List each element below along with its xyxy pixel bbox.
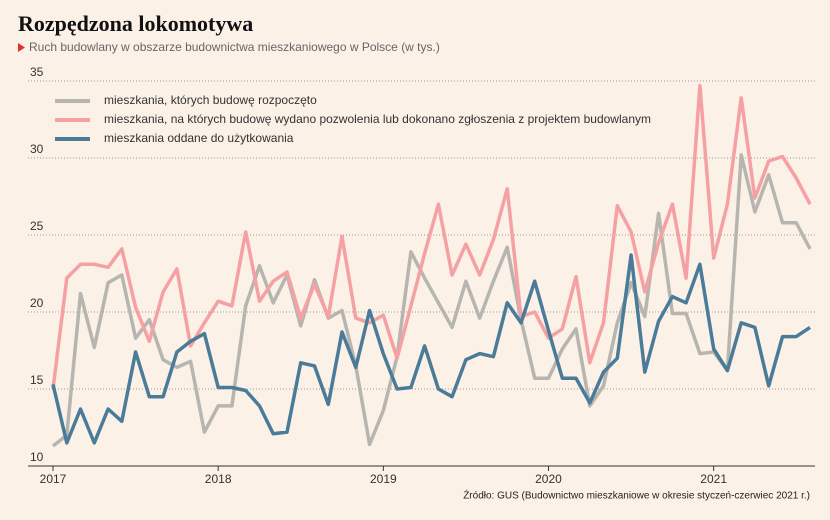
y-tick-label: 15 <box>30 373 44 387</box>
x-tick-label: 2021 <box>700 472 727 486</box>
x-tick-label: 2019 <box>370 472 397 486</box>
chart-subtitle: Ruch budowlany w obszarze budownictwa mi… <box>29 40 440 54</box>
y-tick-label: 20 <box>30 296 44 310</box>
legend-label: mieszkania, na których budowę wydano poz… <box>104 112 651 126</box>
series-line <box>51 153 812 448</box>
x-tick-label: 2020 <box>535 472 562 486</box>
y-tick-label: 35 <box>30 65 44 79</box>
y-tick-label: 25 <box>30 219 44 233</box>
y-tick-label: 30 <box>30 142 44 156</box>
source: Źródło: GUS (Budownictwo mieszkaniowe w … <box>463 489 810 502</box>
legend-label: mieszkania oddane do użytkowania <box>104 131 294 145</box>
chart-title: Rozpędzona lokomotywa <box>18 11 253 36</box>
legend-label: mieszkania, których budowę rozpoczęto <box>104 93 317 107</box>
series-line <box>51 83 812 390</box>
series-line <box>51 253 811 445</box>
subtitle-marker <box>18 43 25 52</box>
y-tick-label: 10 <box>30 450 44 464</box>
x-tick-label: 2018 <box>205 472 232 486</box>
x-tick-label: 2017 <box>40 472 67 486</box>
